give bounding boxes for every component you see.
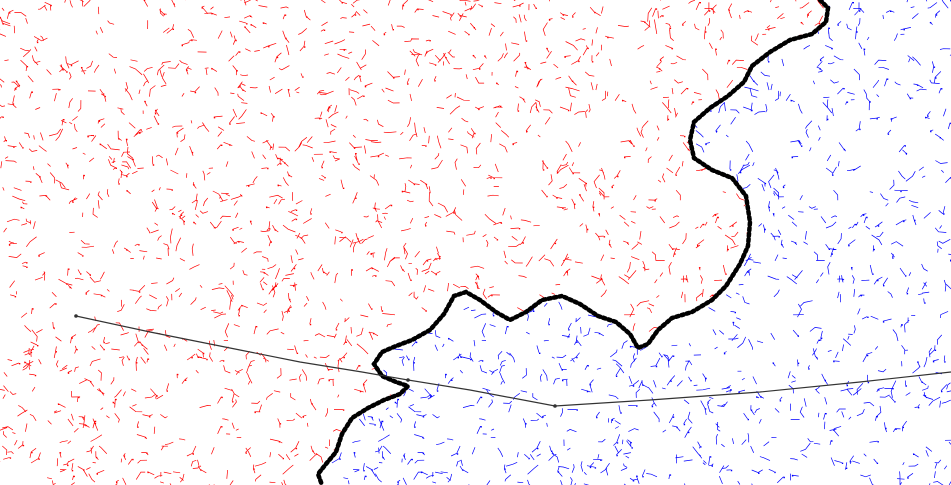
solution-path xyxy=(75,315,951,407)
path-node xyxy=(74,314,78,318)
path-node xyxy=(406,378,410,382)
path-node xyxy=(553,404,557,408)
frontier-boundary xyxy=(315,0,831,485)
path-nodes xyxy=(74,314,557,408)
